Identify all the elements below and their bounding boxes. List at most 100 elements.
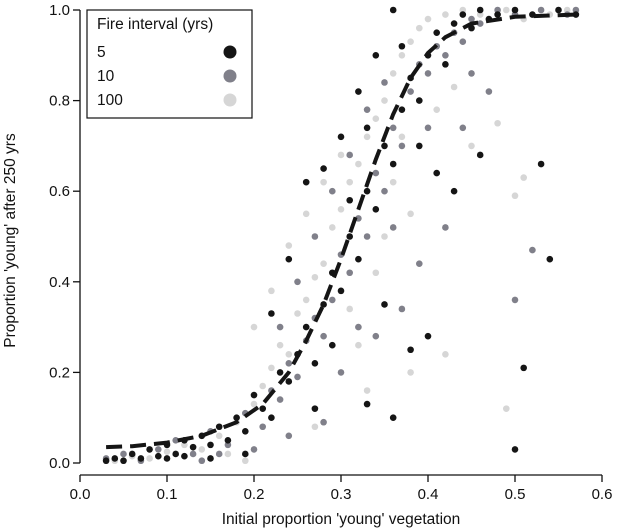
data-point-fire-5-74	[329, 341, 336, 349]
data-point-fire-5-57	[285, 255, 293, 263]
data-point-fire-5-25	[320, 301, 327, 308]
data-point-fire-5-27	[337, 287, 345, 295]
data-point-fire-100-51	[503, 405, 510, 412]
data-point-fire-5-77	[398, 42, 406, 50]
data-point-fire-10-25	[398, 142, 406, 150]
data-point-fire-5-59	[407, 346, 414, 354]
data-point-fire-100-37	[268, 287, 275, 295]
data-point-fire-100-41	[337, 151, 345, 159]
data-point-fire-100-27	[416, 24, 423, 32]
legend-title: Fire interval (yrs)	[97, 16, 213, 33]
data-point-fire-5-6	[155, 452, 162, 460]
data-point-fire-100-49	[520, 174, 527, 181]
data-point-fire-5-75	[346, 196, 354, 204]
data-point-fire-5-48	[555, 6, 562, 14]
data-point-fire-5-34	[398, 106, 406, 113]
data-point-fire-5-21	[285, 378, 293, 385]
data-point-fire-100-56	[224, 450, 232, 458]
data-point-fire-10-26	[407, 88, 414, 95]
data-point-fire-10-12	[285, 360, 293, 367]
y-tick-label: 0.2	[49, 364, 70, 381]
data-point-fire-5-43	[476, 6, 484, 14]
data-point-fire-5-52	[337, 133, 345, 141]
data-point-fire-5-79	[433, 169, 441, 177]
y-tick-label: 0.6	[49, 183, 70, 200]
legend: Fire interval (yrs) 5 10 100	[86, 9, 253, 119]
y-tick-label: 0.4	[49, 274, 70, 291]
x-tick-label: 0.2	[244, 486, 265, 503]
data-point-fire-5-49	[572, 11, 580, 18]
legend-label-100: 100	[97, 92, 123, 109]
x-tick-label: 0.4	[418, 486, 439, 503]
data-point-fire-5-12	[207, 441, 214, 449]
data-point-fire-10-13	[294, 373, 301, 381]
data-point-fire-5-56	[268, 310, 275, 317]
data-point-fire-10-41	[311, 233, 319, 240]
data-point-fire-5-30	[363, 187, 371, 195]
x-tick-label: 0.6	[592, 486, 613, 503]
data-point-fire-100-53	[407, 369, 414, 376]
data-point-fire-5-36	[416, 97, 423, 104]
data-point-fire-100-13	[294, 310, 301, 317]
legend-marker-100	[223, 93, 237, 107]
data-point-fire-5-65	[520, 364, 527, 372]
data-point-fire-10-53	[511, 296, 519, 304]
data-point-fire-5-29	[355, 255, 362, 263]
data-point-fire-10-24	[389, 124, 397, 132]
data-point-fire-100-29	[442, 11, 449, 18]
data-point-fire-10-33	[468, 15, 475, 23]
data-point-fire-10-60	[285, 432, 293, 440]
y-tick-label: 1.0	[49, 2, 70, 19]
data-point-fire-5-45	[494, 11, 501, 18]
data-point-fire-100-2	[146, 455, 153, 462]
data-point-fire-5-4	[137, 455, 145, 462]
data-point-fire-5-54	[372, 52, 380, 59]
data-point-fire-10-42	[329, 187, 336, 195]
data-point-fire-100-52	[442, 350, 449, 358]
data-point-fire-10-58	[215, 450, 223, 458]
data-point-fire-5-38	[433, 29, 441, 36]
data-point-fire-5-61	[450, 187, 458, 195]
data-points	[102, 6, 580, 465]
data-point-fire-5-13	[215, 423, 223, 431]
x-tick-label: 0.0	[70, 486, 91, 503]
data-point-fire-100-45	[433, 106, 441, 113]
data-point-fire-100-24	[389, 70, 397, 77]
data-point-fire-5-46	[511, 6, 519, 14]
data-point-fire-5-39	[442, 61, 449, 68]
data-point-fire-10-34	[476, 20, 484, 27]
data-point-fire-5-51	[320, 165, 327, 172]
data-point-fire-10-22	[372, 169, 380, 177]
data-point-fire-10-16	[320, 332, 327, 340]
data-point-fire-100-3	[163, 448, 171, 455]
data-point-fire-10-45	[381, 79, 388, 86]
data-point-fire-100-47	[468, 142, 475, 150]
data-point-fire-100-38	[285, 242, 293, 249]
data-point-fire-10-50	[442, 224, 449, 231]
data-point-fire-10-21	[363, 233, 371, 240]
data-point-fire-100-54	[363, 387, 371, 394]
data-point-fire-10-46	[276, 323, 284, 331]
data-point-fire-10-64	[468, 70, 475, 77]
legend-entries: 5 10 100	[97, 44, 237, 109]
data-point-fire-100-32	[503, 6, 510, 14]
data-point-fire-100-23	[381, 97, 388, 104]
data-point-fire-100-6	[215, 432, 223, 440]
legend-label-10: 10	[97, 68, 115, 85]
data-point-fire-5-10	[189, 443, 197, 451]
data-point-fire-10-63	[424, 124, 432, 132]
data-point-fire-5-24	[311, 360, 319, 367]
data-point-fire-10-54	[529, 246, 536, 254]
data-point-fire-5-17	[250, 391, 258, 399]
data-point-fire-5-33	[389, 160, 397, 168]
data-point-fire-10-52	[485, 88, 493, 95]
data-point-fire-100-46	[450, 83, 458, 91]
data-point-fire-100-25	[398, 52, 406, 59]
data-point-fire-10-47	[372, 332, 380, 340]
data-point-fire-5-76	[363, 124, 371, 132]
data-point-fire-10-35	[494, 6, 501, 14]
data-point-fire-100-61	[398, 133, 406, 141]
data-point-fire-100-5	[198, 446, 206, 453]
data-point-fire-5-78	[416, 142, 423, 150]
